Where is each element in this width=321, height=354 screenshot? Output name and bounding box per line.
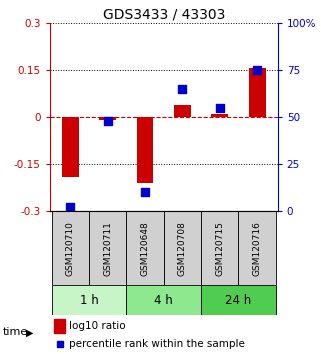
Bar <box>137 117 153 183</box>
Bar <box>249 68 265 117</box>
Bar <box>174 104 191 117</box>
Bar <box>99 117 116 120</box>
Text: time: time <box>3 327 29 337</box>
Point <box>180 86 185 92</box>
Bar <box>201 211 239 285</box>
Point <box>143 189 148 195</box>
Bar <box>164 211 201 285</box>
Point <box>250 257 256 262</box>
Bar <box>126 211 164 285</box>
Text: 4 h: 4 h <box>154 294 173 307</box>
Bar <box>211 114 228 117</box>
Bar <box>54 319 65 333</box>
Text: GSM120711: GSM120711 <box>103 221 112 276</box>
Text: GSM120716: GSM120716 <box>253 221 262 276</box>
Text: ▶: ▶ <box>26 328 34 338</box>
Bar <box>89 211 126 285</box>
Point <box>68 205 73 210</box>
Text: GSM120710: GSM120710 <box>66 221 75 276</box>
Bar <box>201 285 276 315</box>
Bar <box>239 211 276 285</box>
Bar <box>52 285 126 315</box>
Point <box>217 105 222 110</box>
Text: log10 ratio: log10 ratio <box>69 321 126 331</box>
Text: GSM120708: GSM120708 <box>178 221 187 276</box>
Text: 1 h: 1 h <box>80 294 98 307</box>
Bar <box>62 117 79 177</box>
Title: GDS3433 / 43303: GDS3433 / 43303 <box>102 8 225 22</box>
Point <box>255 67 260 73</box>
Text: 24 h: 24 h <box>225 294 252 307</box>
Bar <box>126 285 201 315</box>
Text: GSM120715: GSM120715 <box>215 221 224 276</box>
Text: percentile rank within the sample: percentile rank within the sample <box>69 339 245 349</box>
Text: GSM120648: GSM120648 <box>141 221 150 276</box>
Point <box>105 118 110 124</box>
Bar <box>52 211 89 285</box>
